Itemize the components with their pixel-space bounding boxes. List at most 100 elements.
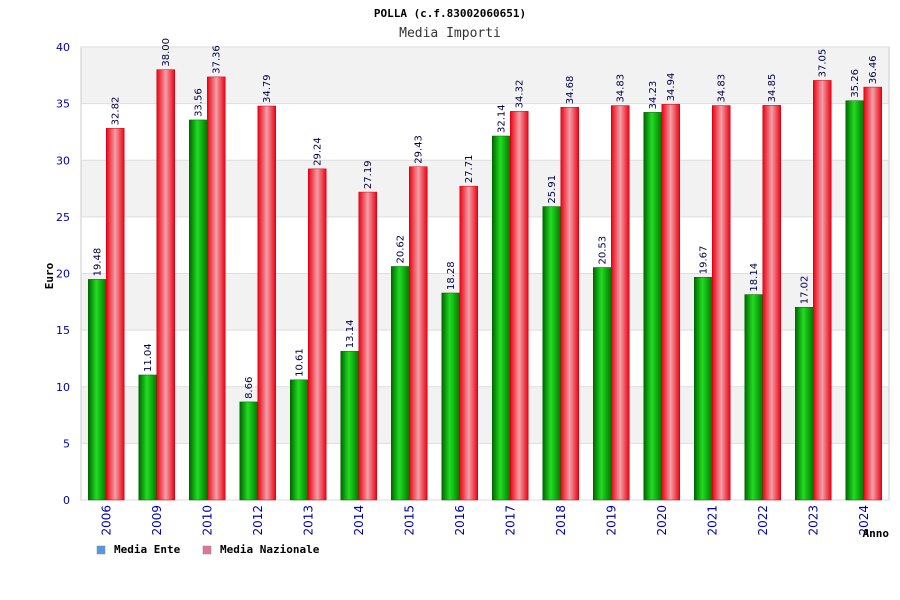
legend-label: Media Nazionale (220, 543, 320, 556)
data-label: 29.24 (313, 137, 324, 166)
legend-swatch (96, 545, 106, 555)
x-tick-label: 2014 (352, 505, 366, 536)
data-label: 33.56 (194, 88, 205, 117)
bar-media-ente (391, 266, 410, 501)
bar-media-nazionale (762, 105, 781, 501)
bar-media-nazionale (358, 191, 377, 501)
y-tick-label: 0 (63, 494, 70, 507)
data-label: 34.83 (616, 74, 627, 103)
bar-media-nazionale (661, 104, 680, 501)
data-label: 11.04 (143, 343, 154, 372)
x-tick-label: 2013 (301, 505, 315, 536)
y-tick-label: 10 (56, 381, 70, 394)
x-tick-label: 2006 (99, 505, 113, 536)
data-label: 34.68 (565, 76, 576, 105)
legend-swatch (202, 545, 212, 555)
x-tick-label: 2015 (402, 505, 416, 536)
x-tick-label: 2021 (705, 505, 719, 536)
x-axis-label: Anno (863, 527, 890, 540)
data-label: 29.43 (414, 135, 425, 164)
bar-media-nazionale (207, 76, 226, 501)
y-tick-label: 25 (56, 211, 70, 224)
bar-media-ente (290, 379, 309, 501)
y-tick-label: 35 (56, 98, 70, 111)
bar-media-ente (845, 100, 864, 501)
bar-media-nazionale (459, 185, 478, 501)
data-label: 34.85 (767, 74, 778, 103)
data-label: 25.91 (547, 175, 558, 204)
bar-media-nazionale (156, 69, 175, 501)
bar-media-nazionale (106, 128, 125, 501)
data-label: 36.46 (868, 55, 879, 84)
x-tick-label: 2020 (655, 505, 669, 536)
bar-media-ente (643, 112, 662, 501)
bar-media-nazionale (510, 111, 529, 501)
data-label: 8.66 (244, 377, 255, 399)
data-label: 37.36 (212, 45, 223, 74)
data-label: 32.82 (111, 97, 122, 126)
x-tick-label: 2022 (756, 505, 770, 536)
bar-media-ente (239, 401, 258, 501)
y-tick-label: 15 (56, 324, 70, 337)
data-label: 37.05 (818, 49, 829, 78)
data-label: 20.62 (396, 235, 407, 264)
x-tick-label: 2019 (604, 505, 618, 536)
bar-media-ente (593, 267, 612, 501)
y-tick-label: 20 (56, 268, 70, 281)
x-axis-ticks: 2006 2009 2010 2012 2013 2014 2015 2016 2017 2018… (99, 505, 871, 536)
bar-media-nazionale (611, 105, 630, 501)
bar-media-ente (88, 279, 107, 501)
data-label: 34.23 (648, 81, 659, 110)
data-label: 38.00 (161, 38, 172, 67)
data-label: 27.19 (363, 160, 374, 189)
bar-media-ente (542, 206, 561, 501)
bar-media-ente (189, 119, 208, 501)
data-label: 34.94 (666, 73, 677, 102)
data-label: 19.67 (699, 246, 710, 275)
x-tick-label: 2023 (806, 505, 820, 536)
y-tick-label: 40 (56, 41, 70, 54)
bar-media-ente (441, 292, 460, 501)
bar-media-nazionale (863, 86, 882, 501)
chart-title: POLLA (c.f.83002060651) (374, 7, 526, 20)
y-tick-label: 30 (56, 154, 70, 167)
data-label: 20.53 (598, 236, 609, 265)
bar-media-ente (694, 276, 713, 501)
bar-media-ente (795, 306, 814, 501)
bar-media-nazionale (813, 80, 832, 501)
bar-media-ente (492, 135, 511, 501)
data-label: 13.14 (345, 320, 356, 349)
x-tick-label: 2010 (200, 505, 214, 536)
bar-media-nazionale (560, 106, 579, 501)
data-label: 10.61 (295, 348, 306, 377)
data-labels-group: 19.48 32.82 11.04 38.00 33.56 37.36 8.66 34.79 1… (93, 38, 880, 399)
x-tick-label: 2016 (453, 505, 467, 536)
x-tick-label: 2017 (503, 505, 517, 536)
bar-media-ente (340, 350, 359, 501)
y-tick-label: 5 (63, 437, 70, 450)
bar-media-nazionale (308, 168, 327, 501)
x-tick-label: 2024 (857, 505, 871, 536)
data-label: 35.26 (850, 69, 861, 98)
bar-media-ente (744, 294, 763, 501)
data-label: 27.71 (464, 155, 475, 184)
y-axis-label: Euro (43, 262, 56, 289)
data-label: 34.32 (515, 80, 526, 109)
y-axis-ticks: 0 5 10 15 20 25 30 35 40 (56, 41, 70, 507)
bar-media-nazionale (409, 166, 428, 501)
x-tick-label: 2009 (150, 505, 164, 536)
x-tick-label: 2012 (251, 505, 265, 536)
bars-group (88, 69, 882, 501)
data-label: 18.14 (749, 263, 760, 292)
data-label: 18.28 (446, 261, 457, 290)
x-tick-label: 2018 (554, 505, 568, 536)
bar-media-nazionale (712, 105, 731, 501)
data-label: 19.48 (93, 248, 104, 277)
data-label: 34.83 (717, 74, 728, 103)
data-label: 17.02 (800, 276, 811, 305)
bar-media-nazionale (257, 105, 276, 501)
data-label: 34.79 (262, 74, 273, 103)
legend-label: Media Ente (114, 543, 181, 556)
chart-subtitle: Media Importi (399, 26, 501, 41)
